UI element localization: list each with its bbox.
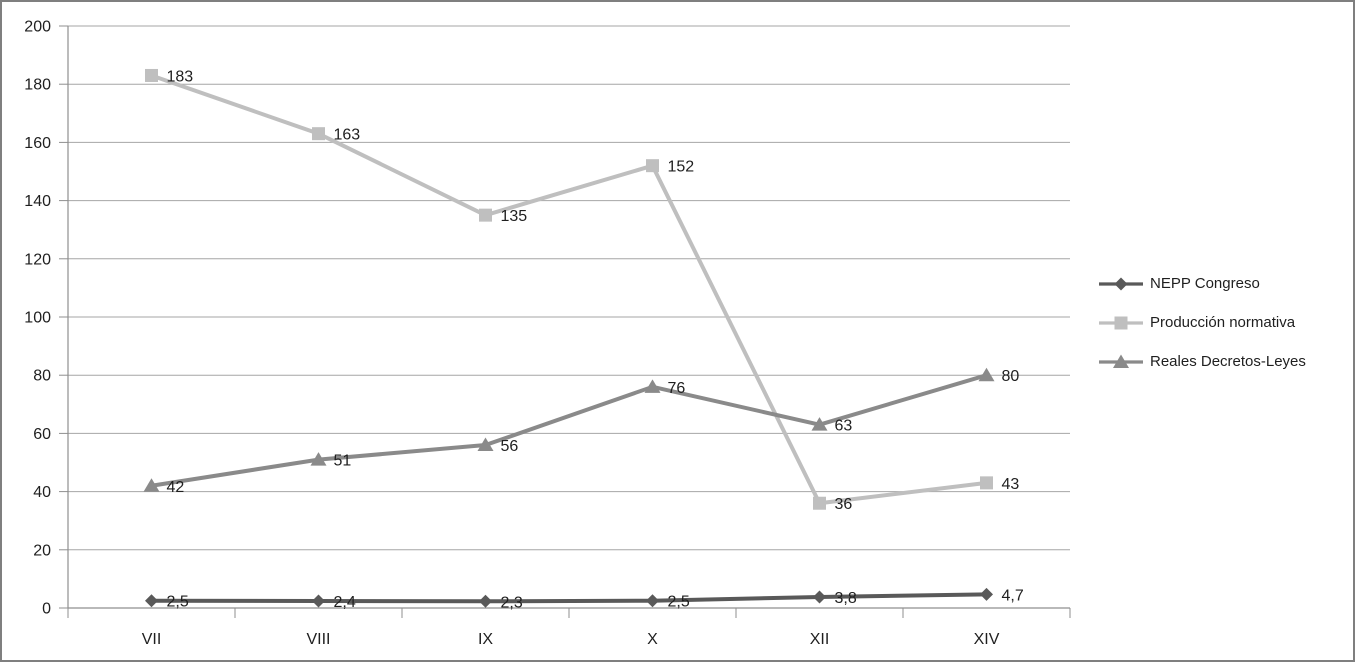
diamond-marker bbox=[980, 587, 993, 601]
diamond-marker bbox=[813, 590, 826, 604]
data-label: 2,4 bbox=[334, 594, 356, 611]
x-axis-label: VII bbox=[142, 631, 162, 648]
square-marker bbox=[479, 208, 492, 222]
legend-label-produccion-normativa: Producción normativa bbox=[1150, 314, 1296, 331]
series-line-0 bbox=[151, 592, 987, 604]
data-label: 2,5 bbox=[167, 594, 189, 611]
data-label: 3,8 bbox=[835, 590, 857, 607]
data-label: 4,7 bbox=[1002, 587, 1024, 604]
y-axis-label: 0 bbox=[42, 601, 51, 618]
triangle-marker bbox=[477, 437, 494, 452]
legend-square-marker-icon bbox=[1099, 316, 1143, 329]
square-marker bbox=[980, 476, 993, 490]
y-axis-label: 160 bbox=[24, 135, 51, 152]
square-marker bbox=[646, 159, 659, 173]
data-label: 42 bbox=[167, 479, 185, 496]
chart-legend: NEPP Congreso Producción normativa Reale… bbox=[1098, 275, 1306, 370]
data-label: 152 bbox=[668, 159, 695, 176]
diamond-marker bbox=[479, 594, 492, 608]
y-axis-label: 180 bbox=[24, 77, 51, 94]
series-line-2 bbox=[151, 373, 988, 488]
y-axis-label: 140 bbox=[24, 193, 51, 210]
triangle-marker bbox=[143, 478, 160, 492]
y-axis-label: 40 bbox=[33, 484, 51, 501]
legend-diamond-marker-icon bbox=[1099, 277, 1143, 290]
x-axis-label: XII bbox=[810, 631, 830, 648]
y-axis-label: 20 bbox=[33, 542, 51, 559]
triangle-marker bbox=[310, 452, 327, 466]
x-axis-label: XIV bbox=[974, 631, 1000, 648]
y-axis-label: 200 bbox=[24, 19, 51, 36]
data-label: 63 bbox=[835, 418, 853, 435]
diamond-marker bbox=[646, 594, 659, 608]
square-marker bbox=[312, 127, 325, 141]
x-axis-label: IX bbox=[478, 631, 493, 648]
legend-triangle-marker-icon bbox=[1099, 354, 1143, 368]
data-label: 2,3 bbox=[501, 594, 523, 611]
square-marker bbox=[1114, 316, 1128, 329]
diamond-marker bbox=[145, 594, 158, 608]
legend-label-reales-decretos-leyes: Reales Decretos-Leyes bbox=[1150, 353, 1306, 370]
square-marker bbox=[145, 68, 158, 82]
legend-item-produccion-normativa: Producción normativa bbox=[1098, 314, 1306, 331]
triangle-marker bbox=[978, 367, 995, 382]
y-axis-label: 100 bbox=[24, 310, 51, 327]
legend-item-nepp-congreso: NEPP Congreso bbox=[1098, 275, 1306, 292]
legend-item-reales-decretos-leyes: Reales Decretos-Leyes bbox=[1098, 353, 1306, 370]
series-line-1 bbox=[150, 73, 987, 506]
data-label: 51 bbox=[334, 453, 352, 470]
x-axis-label: X bbox=[647, 631, 658, 648]
diamond-marker bbox=[312, 594, 325, 608]
y-axis-label: 60 bbox=[33, 426, 51, 443]
data-label: 163 bbox=[334, 127, 361, 144]
y-axis-label: 80 bbox=[33, 368, 51, 385]
data-label: 2,5 bbox=[668, 594, 690, 611]
diamond-marker bbox=[1114, 277, 1128, 290]
data-label: 183 bbox=[167, 68, 194, 85]
square-marker bbox=[813, 496, 826, 510]
data-label: 43 bbox=[1002, 476, 1020, 493]
triangle-marker bbox=[1113, 354, 1129, 368]
data-label: 135 bbox=[501, 208, 528, 225]
triangle-marker bbox=[644, 379, 661, 393]
x-axis-label: VIII bbox=[306, 631, 330, 648]
y-axis-label: 120 bbox=[24, 251, 51, 268]
data-label: 76 bbox=[668, 380, 686, 397]
data-label: 56 bbox=[501, 438, 519, 455]
data-label: 80 bbox=[1002, 368, 1020, 385]
triangle-marker bbox=[811, 417, 828, 431]
data-label: 36 bbox=[835, 496, 853, 513]
legend-label-nepp-congreso: NEPP Congreso bbox=[1150, 275, 1260, 292]
